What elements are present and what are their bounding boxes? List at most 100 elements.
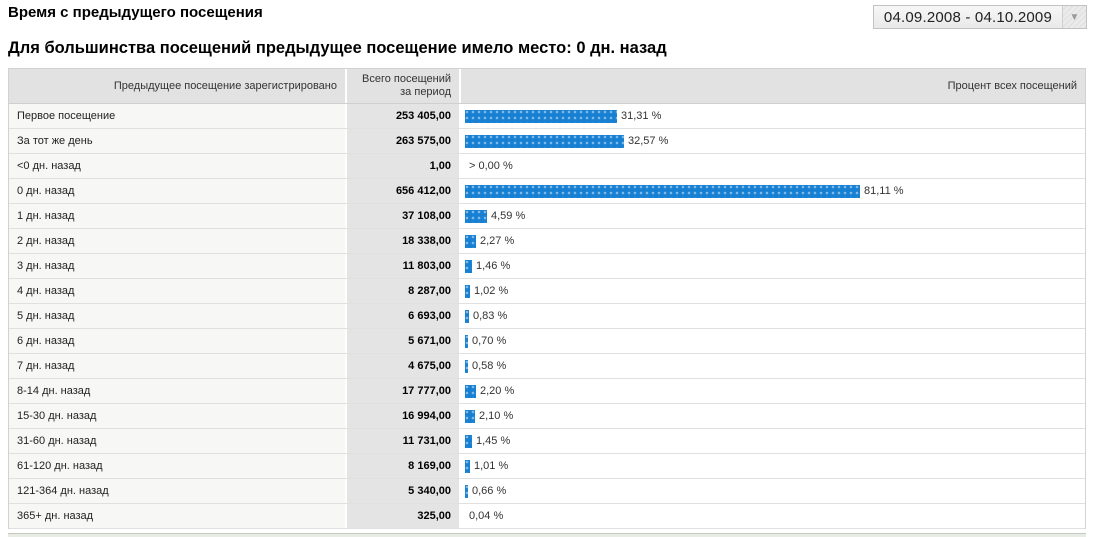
column-header-visits[interactable]: Всего посещений за период — [347, 69, 461, 103]
table-row: 8-14 дн. назад 17 777,00 2,20 % — [9, 379, 1085, 404]
row-bar-cell: 4,59 % — [461, 204, 1085, 228]
row-dimension-label: <0 дн. назад — [9, 154, 347, 178]
table-row: 121-364 дн. назад 5 340,00 0,66 % — [9, 479, 1085, 504]
next-section-edge — [8, 533, 1086, 537]
row-bar-cell: 2,27 % — [461, 229, 1085, 253]
column-header-visits-line2: за период — [400, 86, 451, 98]
row-bar-cell: 0,66 % — [461, 479, 1085, 503]
percent-bar — [465, 109, 617, 123]
table-row: Первое посещение 253 405,00 31,31 % — [9, 104, 1085, 129]
percent-bar — [465, 259, 472, 273]
row-percent-label: 2,10 % — [479, 410, 514, 422]
row-percent-label: 1,46 % — [476, 260, 511, 272]
table-row: 365+ дн. назад 325,00 0,04 % — [9, 504, 1085, 529]
column-header-dimension[interactable]: Предыдущее посещение зарегистрировано — [9, 69, 347, 103]
row-percent-label: 0,70 % — [472, 335, 507, 347]
percent-bar — [465, 134, 624, 148]
percent-bar — [465, 184, 860, 198]
percent-bar — [465, 209, 487, 223]
row-dimension-label: 6 дн. назад — [9, 329, 347, 353]
date-range-label: 04.09.2008 - 04.10.2009 — [883, 8, 1052, 26]
row-percent-label: 0,83 % — [473, 310, 508, 322]
row-dimension-label: 5 дн. назад — [9, 304, 347, 328]
row-bar-cell: 0,70 % — [461, 329, 1085, 353]
row-dimension-label: Первое посещение — [9, 104, 347, 128]
row-percent-label: 1,45 % — [476, 435, 511, 447]
row-bar-cell: 1,46 % — [461, 254, 1085, 278]
table-row: 15-30 дн. назад 16 994,00 2,10 % — [9, 404, 1085, 429]
table-row: 61-120 дн. назад 8 169,00 1,01 % — [9, 454, 1085, 479]
table-row: 6 дн. назад 5 671,00 0,70 % — [9, 329, 1085, 354]
table-row: <0 дн. назад 1,00 > 0,00 % — [9, 154, 1085, 179]
row-dimension-label: 7 дн. назад — [9, 354, 347, 378]
row-dimension-label: 31-60 дн. назад — [9, 429, 347, 453]
table-row: 5 дн. назад 6 693,00 0,83 % — [9, 304, 1085, 329]
row-percent-label: 1,02 % — [474, 285, 509, 297]
row-bar-cell: 0,83 % — [461, 304, 1085, 328]
page-title: Время с предыдущего посещения — [8, 4, 263, 21]
row-visits-value: 5 340,00 — [347, 479, 461, 503]
row-percent-label: 1,01 % — [474, 460, 509, 472]
column-header-percent[interactable]: Процент всех посещений — [947, 80, 1077, 92]
row-bar-cell: 0,04 % — [461, 504, 1085, 528]
row-visits-value: 263 575,00 — [347, 129, 461, 153]
row-percent-label: 0,04 % — [469, 510, 504, 522]
row-visits-value: 11 803,00 — [347, 254, 461, 278]
row-dimension-label: 3 дн. назад — [9, 254, 347, 278]
row-dimension-label: 1 дн. назад — [9, 204, 347, 228]
row-visits-value: 253 405,00 — [347, 104, 461, 128]
table-row: 0 дн. назад 656 412,00 81,11 % — [9, 179, 1085, 204]
percent-bar — [465, 484, 468, 498]
row-visits-value: 18 338,00 — [347, 229, 461, 253]
percent-bar — [465, 459, 470, 473]
row-bar-cell: 1,45 % — [461, 429, 1085, 453]
row-dimension-label: 61-120 дн. назад — [9, 454, 347, 478]
row-visits-value: 11 731,00 — [347, 429, 461, 453]
row-percent-label: 2,20 % — [480, 385, 515, 397]
percent-bar — [465, 284, 470, 298]
row-bar-cell: 32,57 % — [461, 129, 1085, 153]
row-percent-label: 4,59 % — [491, 210, 526, 222]
row-visits-value: 325,00 — [347, 504, 461, 528]
table-row: 7 дн. назад 4 675,00 0,58 % — [9, 354, 1085, 379]
table-row: 2 дн. назад 18 338,00 2,27 % — [9, 229, 1085, 254]
table-row: 3 дн. назад 11 803,00 1,46 % — [9, 254, 1085, 279]
row-percent-label: 0,66 % — [472, 485, 507, 497]
row-dimension-label: 365+ дн. назад — [9, 504, 347, 528]
row-percent-label: 81,11 % — [864, 185, 904, 197]
visits-table: Предыдущее посещение зарегистрировано Вс… — [8, 68, 1086, 529]
date-range-selector[interactable]: 04.09.2008 - 04.10.2009 ▼ — [872, 5, 1087, 29]
table-row: 4 дн. назад 8 287,00 1,02 % — [9, 279, 1085, 304]
row-bar-cell: 81,11 % — [461, 179, 1085, 203]
table-row: 1 дн. назад 37 108,00 4,59 % — [9, 204, 1085, 229]
row-dimension-label: 121-364 дн. назад — [9, 479, 347, 503]
row-visits-value: 8 169,00 — [347, 454, 461, 478]
row-bar-cell: 1,02 % — [461, 279, 1085, 303]
row-visits-value: 1,00 — [347, 154, 461, 178]
percent-bar — [465, 334, 468, 348]
chevron-down-icon[interactable]: ▼ — [1062, 6, 1086, 28]
row-visits-value: 656 412,00 — [347, 179, 461, 203]
percent-bar — [465, 309, 469, 323]
row-percent-label: 32,57 % — [628, 135, 669, 147]
row-visits-value: 4 675,00 — [347, 354, 461, 378]
row-visits-value: 17 777,00 — [347, 379, 461, 403]
row-bar-cell: 0,58 % — [461, 354, 1085, 378]
table-row: За тот же день 263 575,00 32,57 % — [9, 129, 1085, 154]
percent-bar — [465, 234, 476, 248]
row-dimension-label: За тот же день — [9, 129, 347, 153]
row-dimension-label: 15-30 дн. назад — [9, 404, 347, 428]
row-visits-value: 16 994,00 — [347, 404, 461, 428]
row-bar-cell: 2,10 % — [461, 404, 1085, 428]
row-percent-label: 31,31 % — [621, 110, 662, 122]
table-body: Первое посещение 253 405,00 31,31 % За т… — [9, 104, 1085, 529]
row-visits-value: 6 693,00 — [347, 304, 461, 328]
table-header-row: Предыдущее посещение зарегистрировано Вс… — [9, 69, 1085, 104]
percent-bar — [465, 434, 472, 448]
table-row: 31-60 дн. назад 11 731,00 1,45 % — [9, 429, 1085, 454]
row-percent-label: > 0,00 % — [469, 160, 513, 172]
row-bar-cell: > 0,00 % — [461, 154, 1085, 178]
percent-bar — [465, 384, 476, 398]
row-dimension-label: 0 дн. назад — [9, 179, 347, 203]
